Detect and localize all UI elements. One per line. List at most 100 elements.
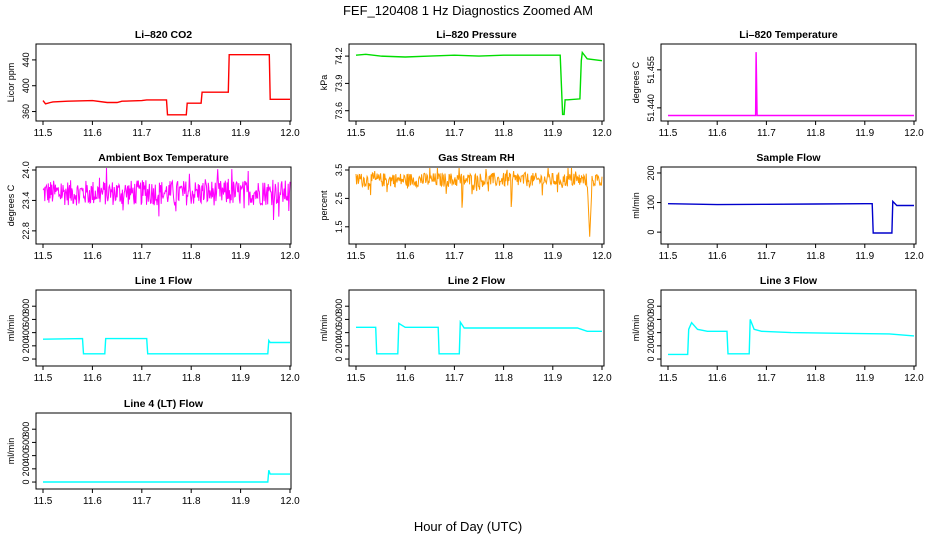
x-tick-label: 11.5 bbox=[659, 373, 678, 384]
chart-panel-2: Li–820 Pressure 11.5 11.6 11.7 11.8 11.9 12.0 7… bbox=[319, 29, 612, 139]
y-axis-label: Licor ppm bbox=[6, 63, 16, 103]
series-line-1 bbox=[668, 319, 915, 356]
x-tick-label: 11.8 bbox=[494, 251, 513, 262]
plot-frame bbox=[660, 289, 917, 367]
y-tick-label: 200 bbox=[21, 461, 31, 476]
x-tick-label: 11.6 bbox=[83, 373, 102, 384]
x-tick-label: 12.0 bbox=[280, 128, 300, 139]
x-tick-label: 12.0 bbox=[592, 373, 612, 384]
x-tick-label: 12.0 bbox=[592, 251, 612, 262]
plot-frame bbox=[348, 43, 605, 122]
x-tick-label: 11.7 bbox=[132, 251, 151, 262]
x-tick-label: 11.6 bbox=[708, 251, 727, 262]
y-tick-label: 400 bbox=[334, 325, 344, 340]
plot-frame bbox=[660, 166, 917, 245]
x-tick-label: 11.7 bbox=[132, 496, 151, 507]
x-tick-label: 12.0 bbox=[280, 251, 300, 262]
chart-title: Li–820 Temperature bbox=[739, 29, 838, 41]
x-tick-label: 11.9 bbox=[231, 373, 250, 384]
y-tick-label: 3.5 bbox=[334, 164, 344, 177]
y-tick-label: 2.5 bbox=[334, 192, 344, 205]
x-tick-label: 11.9 bbox=[543, 373, 562, 384]
y-tick-label: 800 bbox=[21, 299, 31, 314]
y-tick-label: 100 bbox=[646, 195, 656, 210]
x-tick-label: 11.6 bbox=[83, 251, 102, 262]
x-tick-label: 11.8 bbox=[494, 373, 513, 384]
x-tick-label: 12.0 bbox=[904, 251, 924, 262]
y-axis-label: degrees C bbox=[6, 184, 16, 226]
y-tick-label: 400 bbox=[21, 78, 31, 93]
y-axis-label: degrees C bbox=[631, 61, 641, 103]
y-axis-label: ml/min bbox=[631, 192, 641, 219]
x-tick-label: 12.0 bbox=[904, 128, 924, 139]
y-tick-label: 600 bbox=[646, 312, 656, 327]
y-tick-label: 400 bbox=[21, 325, 31, 340]
x-tick-label: 11.5 bbox=[659, 251, 678, 262]
y-tick-label: 0 bbox=[21, 480, 31, 485]
y-axis-label: ml/min bbox=[6, 315, 16, 342]
x-tick-label: 11.6 bbox=[83, 128, 102, 139]
chart-panel-5: Gas Stream RH 11.5 11.6 11.7 11.8 11.9 12.0 1.5… bbox=[319, 152, 612, 262]
series-line-1 bbox=[43, 469, 290, 483]
y-axis-label: ml/min bbox=[319, 315, 329, 342]
x-tick-label: 11.8 bbox=[806, 373, 825, 384]
x-tick-label: 11.5 bbox=[347, 251, 366, 262]
chart-title: Ambient Box Temperature bbox=[98, 152, 229, 164]
x-tick-label: 12.0 bbox=[592, 128, 612, 139]
x-tick-label: 11.7 bbox=[132, 128, 151, 139]
y-tick-label: 600 bbox=[334, 312, 344, 327]
x-tick-label: 11.8 bbox=[182, 251, 201, 262]
chart-panel-4: Ambient Box Temperature 11.5 11.6 11.7 11.8 1… bbox=[6, 152, 300, 262]
x-tick-label: 11.8 bbox=[806, 128, 825, 139]
series-line-1 bbox=[42, 54, 290, 116]
y-tick-label: 24.0 bbox=[21, 161, 31, 179]
x-tick-label: 11.5 bbox=[347, 373, 366, 384]
x-tick-label: 11.8 bbox=[806, 251, 825, 262]
plot-frame bbox=[348, 166, 605, 245]
series-line-1 bbox=[42, 167, 291, 221]
y-tick-label: 73.9 bbox=[334, 75, 344, 93]
x-tick-label: 11.6 bbox=[396, 373, 415, 384]
x-tick-label: 12.0 bbox=[280, 496, 300, 507]
x-tick-label: 11.7 bbox=[757, 373, 776, 384]
chart-panel-10: Line 4 (LT) Flow 11.5 11.6 11.7 11.8 11.9 12.0… bbox=[6, 398, 300, 507]
x-tick-label: 11.5 bbox=[659, 128, 678, 139]
y-tick-label: 1.5 bbox=[334, 221, 344, 234]
chart-panel-9: Line 3 Flow 11.5 11.6 11.7 11.8 11.9 12.0 0 2004… bbox=[631, 275, 924, 384]
y-tick-label: 23.4 bbox=[21, 192, 31, 210]
y-tick-label: 600 bbox=[21, 435, 31, 450]
x-tick-label: 11.9 bbox=[543, 128, 562, 139]
chart-panel-6: Sample Flow 11.5 11.6 11.7 11.8 11.9 12.0 0 100 2… bbox=[631, 152, 924, 262]
y-tick-label: 360 bbox=[21, 104, 31, 119]
x-tick-label: 11.9 bbox=[231, 496, 250, 507]
y-tick-label: 74.2 bbox=[334, 47, 344, 65]
x-tick-label: 11.5 bbox=[347, 128, 366, 139]
y-tick-label: 200 bbox=[334, 338, 344, 353]
y-tick-label: 22.8 bbox=[21, 222, 31, 240]
x-tick-label: 11.6 bbox=[708, 373, 727, 384]
chart-panel-7: Line 1 Flow 11.5 11.6 11.7 11.8 11.9 12.0 0 2004… bbox=[6, 275, 300, 384]
chart-title: Line 2 Flow bbox=[448, 275, 506, 287]
y-tick-label: 0 bbox=[21, 357, 31, 362]
x-tick-label: 11.6 bbox=[83, 496, 102, 507]
x-tick-label: 11.9 bbox=[543, 251, 562, 262]
chart-title: Line 1 Flow bbox=[135, 275, 193, 287]
y-tick-label: 600 bbox=[21, 312, 31, 327]
x-tick-label: 11.9 bbox=[855, 251, 874, 262]
x-tick-label: 11.9 bbox=[231, 128, 250, 139]
x-tick-label: 11.7 bbox=[757, 128, 776, 139]
x-tick-label: 11.5 bbox=[34, 128, 53, 139]
x-tick-label: 11.5 bbox=[34, 496, 53, 507]
x-tick-label: 11.6 bbox=[396, 128, 415, 139]
chart-title: Line 3 Flow bbox=[760, 275, 818, 287]
y-tick-label: 200 bbox=[646, 338, 656, 353]
y-tick-label: 400 bbox=[646, 325, 656, 340]
x-tick-label: 11.5 bbox=[34, 373, 53, 384]
series-line-1 bbox=[667, 199, 914, 234]
y-tick-label: 0 bbox=[334, 357, 344, 362]
x-tick-label: 11.6 bbox=[396, 251, 415, 262]
series-line-1 bbox=[355, 50, 603, 116]
chart-panel-8: Line 2 Flow 11.5 11.6 11.7 11.8 11.9 12.0 0 2004… bbox=[319, 275, 612, 384]
chart-title: Sample Flow bbox=[756, 152, 821, 164]
